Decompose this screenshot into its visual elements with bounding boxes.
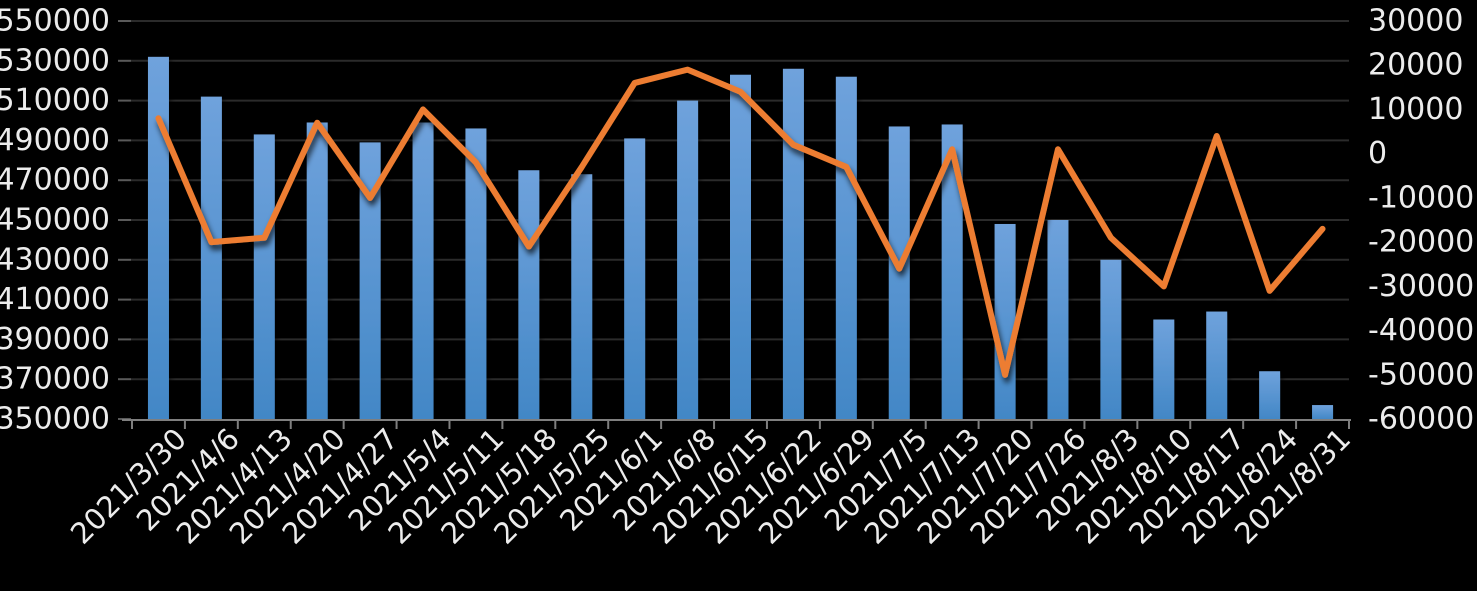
- right-axis-label: -60000: [1368, 402, 1474, 437]
- bar-2021/6/29: [835, 76, 857, 419]
- bar-2021/6/22: [782, 68, 804, 419]
- bar-2021/4/6: [200, 96, 222, 420]
- bar-2021/8/3: [1100, 259, 1122, 419]
- left-axis-label: 430000: [0, 242, 110, 277]
- right-axis-label: -40000: [1368, 313, 1474, 348]
- right-axis-label: 10000: [1368, 92, 1463, 127]
- bar-2021/5/4: [412, 122, 434, 420]
- left-axis-label: 510000: [0, 83, 110, 118]
- right-axis-label: 0: [1368, 136, 1387, 171]
- bar-2021/7/13: [941, 124, 963, 419]
- bar-2021/4/13: [253, 134, 275, 419]
- left-axis-label: 490000: [0, 123, 110, 158]
- bar-2021/7/26: [1047, 220, 1069, 419]
- left-axis-label: 550000: [0, 4, 110, 39]
- line-series-path: [155, 66, 1326, 378]
- bar-2021/8/31: [1312, 405, 1334, 419]
- bar-2021/5/11: [465, 128, 487, 419]
- bar-2021/6/15: [730, 74, 751, 419]
- right-axis-label: -30000: [1368, 269, 1474, 304]
- right-axis-label: -50000: [1368, 357, 1474, 392]
- left-axis-label: 530000: [0, 43, 110, 78]
- left-axis-label: 350000: [0, 402, 110, 437]
- bar-2021/8/24: [1259, 371, 1281, 419]
- bar-series-group: [147, 56, 1334, 420]
- bar-2021/4/20: [306, 122, 328, 420]
- bar-2021/3/30: [147, 56, 169, 419]
- bar-2021/4/27: [359, 142, 381, 419]
- bar-2021/7/5: [888, 126, 910, 419]
- left-axis-label: 470000: [0, 163, 110, 198]
- right-axis-label: -10000: [1368, 180, 1474, 215]
- right-axis-label: 30000: [1368, 4, 1463, 39]
- bar-2021/8/17: [1206, 311, 1228, 419]
- bar-2021/8/10: [1153, 319, 1175, 419]
- bar-2021/5/18: [518, 170, 540, 419]
- left-axis-label: 450000: [0, 203, 110, 238]
- bar-2021/5/25: [571, 174, 593, 419]
- left-axis-label: 390000: [0, 322, 110, 357]
- left-axis-label: 370000: [0, 362, 110, 397]
- left-axis-label: 410000: [0, 282, 110, 317]
- bar-2021/7/20: [994, 223, 1016, 419]
- bar-2021/6/8: [677, 100, 699, 419]
- right-axis-label: 20000: [1368, 48, 1463, 83]
- bar-2021/6/1: [624, 138, 646, 419]
- right-axis-label: -20000: [1368, 225, 1474, 260]
